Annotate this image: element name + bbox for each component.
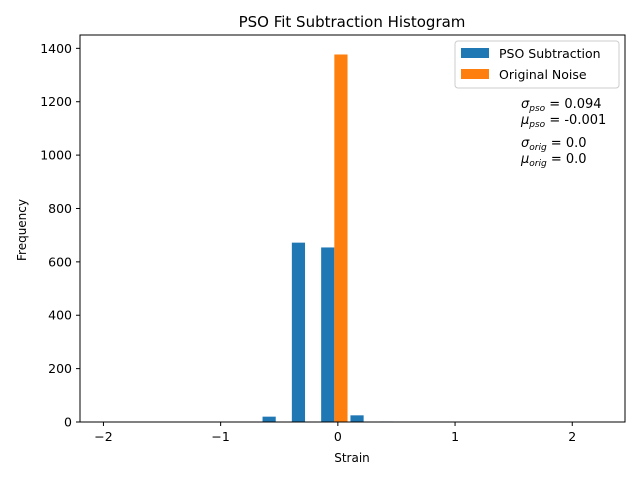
legend-label-orig: Original Noise: [499, 67, 587, 82]
axes-group: −2 −1 0 1 2 0 200 400 600 800 1000 1200 1400: [40, 34, 626, 444]
y-tick-label-1: 200: [48, 361, 72, 376]
legend-swatch-orig: [461, 69, 489, 79]
legend: PSO Subtraction Original Noise: [454, 40, 620, 89]
x-tick-label-2: 0: [334, 429, 342, 444]
y-tick-label-7: 1400: [40, 41, 72, 56]
annotation-pso-mu: μpso = -0.001: [520, 113, 606, 130]
x-tick-label-0: −2: [94, 429, 112, 444]
bar-pso-9: [350, 415, 364, 422]
bars-group: [233, 54, 393, 422]
bar-pso-8: [321, 247, 335, 422]
bar-pso-7: [291, 242, 306, 422]
x-tick-label-1: −1: [211, 429, 229, 444]
stats-annotations: σpso = 0.094 μpso = -0.001 σorig = 0.0 μ…: [520, 97, 606, 169]
y-tick-label-4: 800: [48, 201, 72, 216]
chart-title: PSO Fit Subtraction Histogram: [239, 13, 466, 31]
annotation-orig-sigma: σorig = 0.0: [521, 136, 587, 153]
y-tick-label-5: 1000: [40, 148, 72, 163]
bar-orig-8: [334, 54, 348, 422]
y-tick-label-6: 1200: [40, 94, 72, 109]
x-tick-label-4: 2: [568, 429, 576, 444]
x-tick-label-3: 1: [451, 429, 459, 444]
plot-frame: [79, 34, 626, 423]
y-tick-label-0: 0: [64, 415, 72, 430]
x-axis-label: Strain: [334, 451, 370, 465]
annotation-orig-mu: μorig = 0.0: [520, 152, 587, 169]
legend-frame: [454, 40, 620, 89]
legend-label-pso: PSO Subtraction: [499, 46, 601, 61]
annotation-pso-sigma: σpso = 0.094: [521, 97, 602, 114]
y-tick-label-2: 400: [48, 308, 72, 323]
y-axis-label: Frequency: [15, 199, 29, 261]
bar-pso-6: [262, 416, 276, 422]
legend-swatch-pso: [461, 48, 489, 58]
y-tick-label-3: 600: [48, 254, 72, 269]
